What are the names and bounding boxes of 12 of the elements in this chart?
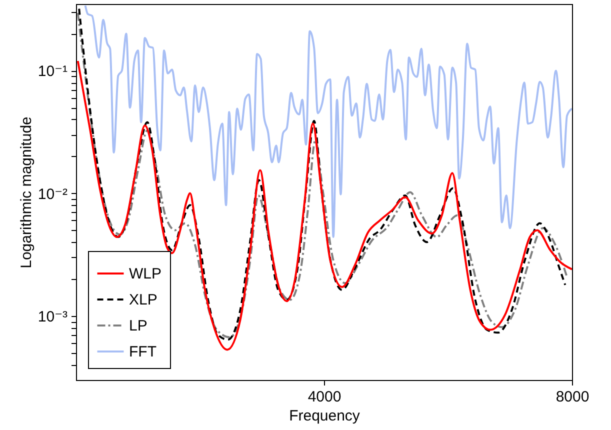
y-tick-label: 10⁻³ <box>38 308 68 326</box>
legend-label: WLP <box>129 266 162 282</box>
x-axis-title: Frequency <box>289 408 360 424</box>
y-tick-label: 10⁻¹ <box>38 63 68 80</box>
legend-label: XLP <box>129 292 158 308</box>
y-tick-label: 10⁻² <box>38 186 68 203</box>
x-tick-label: 8000 <box>556 388 590 406</box>
y-axis-title: Logarithmic magnitude <box>18 116 35 268</box>
x-tick-label: 4000 <box>308 388 342 406</box>
legend-label: FFT <box>129 344 156 360</box>
legend-label: LP <box>129 318 148 334</box>
line-series <box>84 4 572 238</box>
